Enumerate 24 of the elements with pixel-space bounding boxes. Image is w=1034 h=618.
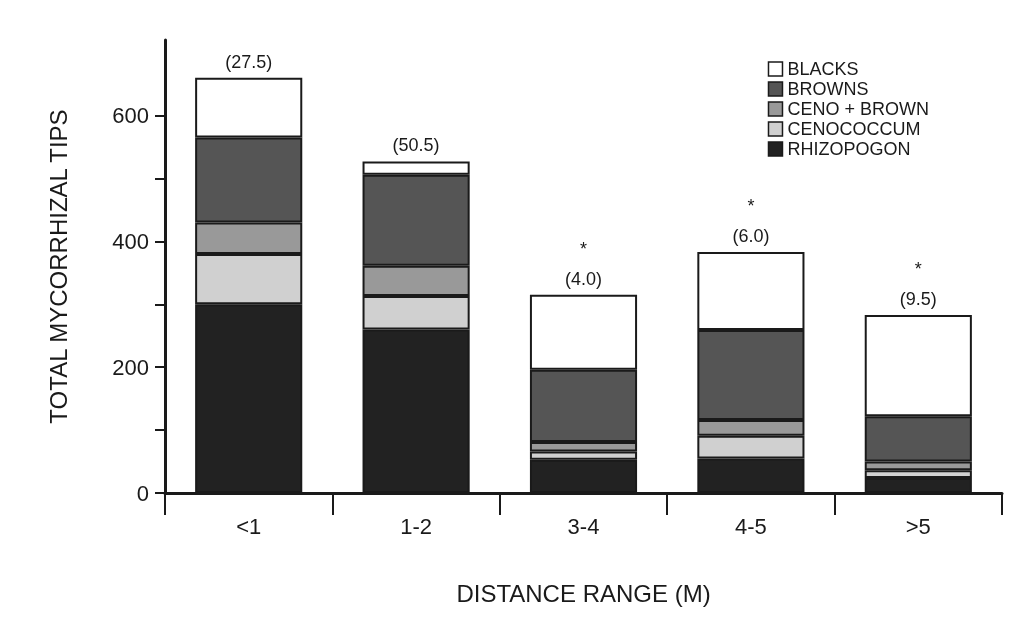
annotation: (9.5) — [899, 288, 937, 309]
annotation: (50.5) — [392, 135, 440, 156]
legend-label: BLACKS — [787, 59, 859, 79]
x-axis-title: DISTANCE RANGE (M) — [456, 579, 711, 607]
annotation: * — [747, 196, 755, 217]
legend-label: CENOCOCCUM — [787, 119, 921, 139]
x-tick-label: 3-4 — [567, 513, 600, 539]
annotation: (4.0) — [564, 268, 603, 289]
legend-label: BROWNS — [787, 79, 869, 99]
y-tick-label: 400 — [112, 228, 149, 254]
y-axis-title: TOTAL MYCORRHIZAL TIPS — [44, 109, 72, 424]
annotation: (6.0) — [732, 226, 770, 247]
legend-label: CENO + BROWN — [787, 99, 929, 119]
x-tick-label: 4-5 — [735, 513, 767, 539]
x-tick-label: 1-2 — [400, 513, 432, 539]
x-tick-label: >5 — [905, 513, 931, 539]
annotation: (27.5) — [225, 51, 273, 72]
y-tick-label: 200 — [112, 354, 149, 380]
legend-label: RHIZOPOGON — [787, 139, 911, 159]
annotation: * — [579, 238, 588, 259]
x-tick-label: <1 — [236, 513, 262, 539]
y-tick-label: 0 — [136, 480, 149, 506]
annotation: * — [914, 258, 922, 279]
y-tick-label: 600 — [112, 103, 149, 128]
